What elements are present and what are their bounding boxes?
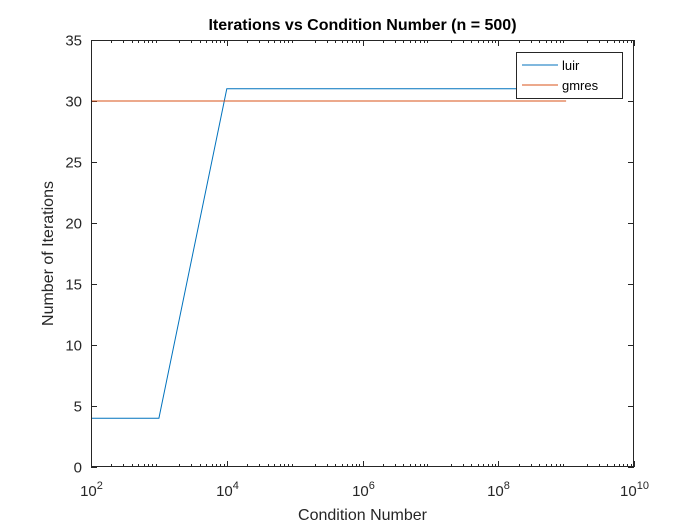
legend: luir gmres — [516, 52, 623, 99]
x-tick-label: 108 — [487, 480, 510, 500]
y-axis-title: Number of Iterations — [40, 181, 57, 326]
x-tick-exponent: 10 — [637, 480, 649, 492]
y-axis-ticks: 0 5 10 15 20 25 30 35 — [65, 33, 634, 477]
x-axis-title: Condition Number — [298, 507, 428, 524]
x-tick-base: 10 — [620, 483, 637, 500]
x-tick-exponent: 2 — [97, 480, 103, 492]
y-tick-label: 20 — [65, 216, 82, 233]
legend-label: luir — [562, 58, 580, 73]
x-tick-label: 104 — [216, 480, 239, 500]
x-tick-exponent: 6 — [369, 480, 375, 492]
y-tick-label: 35 — [65, 33, 82, 50]
x-tick-exponent: 4 — [233, 480, 239, 492]
axes-box — [91, 40, 634, 467]
x-tick-base: 10 — [487, 483, 504, 500]
plot-area — [91, 40, 634, 467]
legend-box — [516, 52, 623, 99]
x-tick-label: 102 — [80, 480, 103, 500]
y-tick-label: 5 — [74, 399, 82, 416]
series-line-luir — [91, 88, 567, 419]
x-tick-base: 10 — [352, 483, 369, 500]
series-lines — [91, 88, 567, 419]
legend-items: luir gmres — [522, 58, 599, 93]
y-tick-label: 15 — [65, 277, 82, 294]
y-tick-label: 0 — [74, 460, 82, 477]
legend-label: gmres — [562, 78, 599, 93]
chart-title: Iterations vs Condition Number (n = 500) — [208, 17, 516, 34]
x-tick-base: 10 — [80, 483, 97, 500]
x-tick-exponent: 8 — [504, 480, 510, 492]
y-tick-label: 10 — [65, 338, 82, 355]
y-tick-label: 30 — [65, 94, 82, 111]
x-tick-label: 106 — [352, 480, 375, 500]
x-axis-ticks: 102 104 106 108 1010 — [80, 40, 649, 500]
x-tick-label: 1010 — [620, 480, 649, 500]
y-tick-label: 25 — [65, 155, 82, 172]
x-tick-base: 10 — [216, 483, 233, 500]
